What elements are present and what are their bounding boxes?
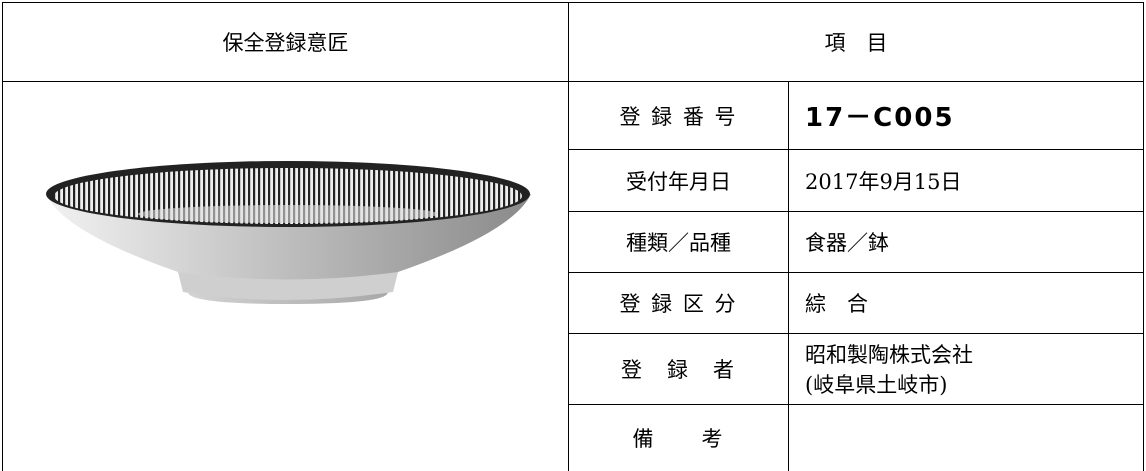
bowl-image <box>46 161 531 304</box>
row-value: 昭和製陶株式会社 (岐阜県土岐市) <box>788 332 1144 405</box>
row-label: 備 考 <box>568 403 789 471</box>
header-cell: 保全登録意匠 <box>2 2 569 82</box>
row-value: 17－C005 <box>788 80 1144 151</box>
value-line: (岐阜県土岐市) <box>805 372 948 397</box>
row-label: 登 録 番 号 <box>568 80 789 151</box>
row-label: 登 録 者 <box>568 332 789 405</box>
image-cell <box>2 81 569 471</box>
row-value: 綜 合 <box>788 271 1144 334</box>
value-line: 昭和製陶株式会社 <box>805 342 973 367</box>
row-value: 2017年9月15日 <box>788 149 1144 212</box>
row-label: 登 録 区 分 <box>568 271 789 334</box>
row-label: 種類／品種 <box>568 210 789 273</box>
row-label: 受付年月日 <box>568 149 789 212</box>
row-value <box>788 403 1144 471</box>
row-value: 食器／鉢 <box>788 210 1144 273</box>
header-cell: 項 目 <box>568 2 1144 82</box>
